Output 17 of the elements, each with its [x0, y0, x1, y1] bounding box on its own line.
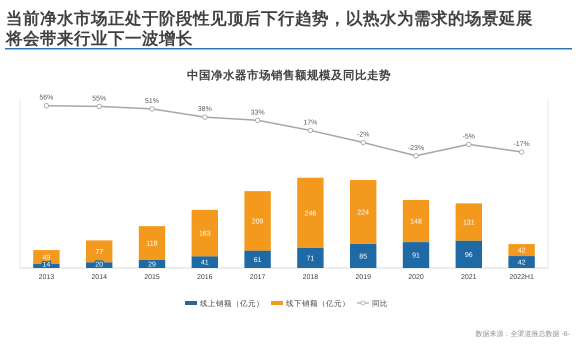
point	[360, 140, 366, 146]
bar	[456, 240, 482, 268]
bar	[297, 178, 324, 248]
point	[149, 106, 155, 112]
point	[413, 153, 419, 158]
point	[44, 103, 50, 108]
point	[202, 114, 208, 120]
point	[254, 118, 260, 123]
point	[96, 104, 102, 109]
point	[466, 142, 472, 148]
bar	[244, 191, 271, 251]
point	[308, 128, 314, 134]
bar	[192, 210, 218, 256]
bar	[350, 180, 376, 244]
chart-subtitle: 中国净水器市场销售额规模及同比走势	[187, 68, 391, 82]
point	[518, 149, 524, 155]
chart-title: 当前净水市场正处于阶段性见顶后下行趋势，以热水为需求的场景延展将会带来行业下一波增长	[5, 9, 533, 48]
